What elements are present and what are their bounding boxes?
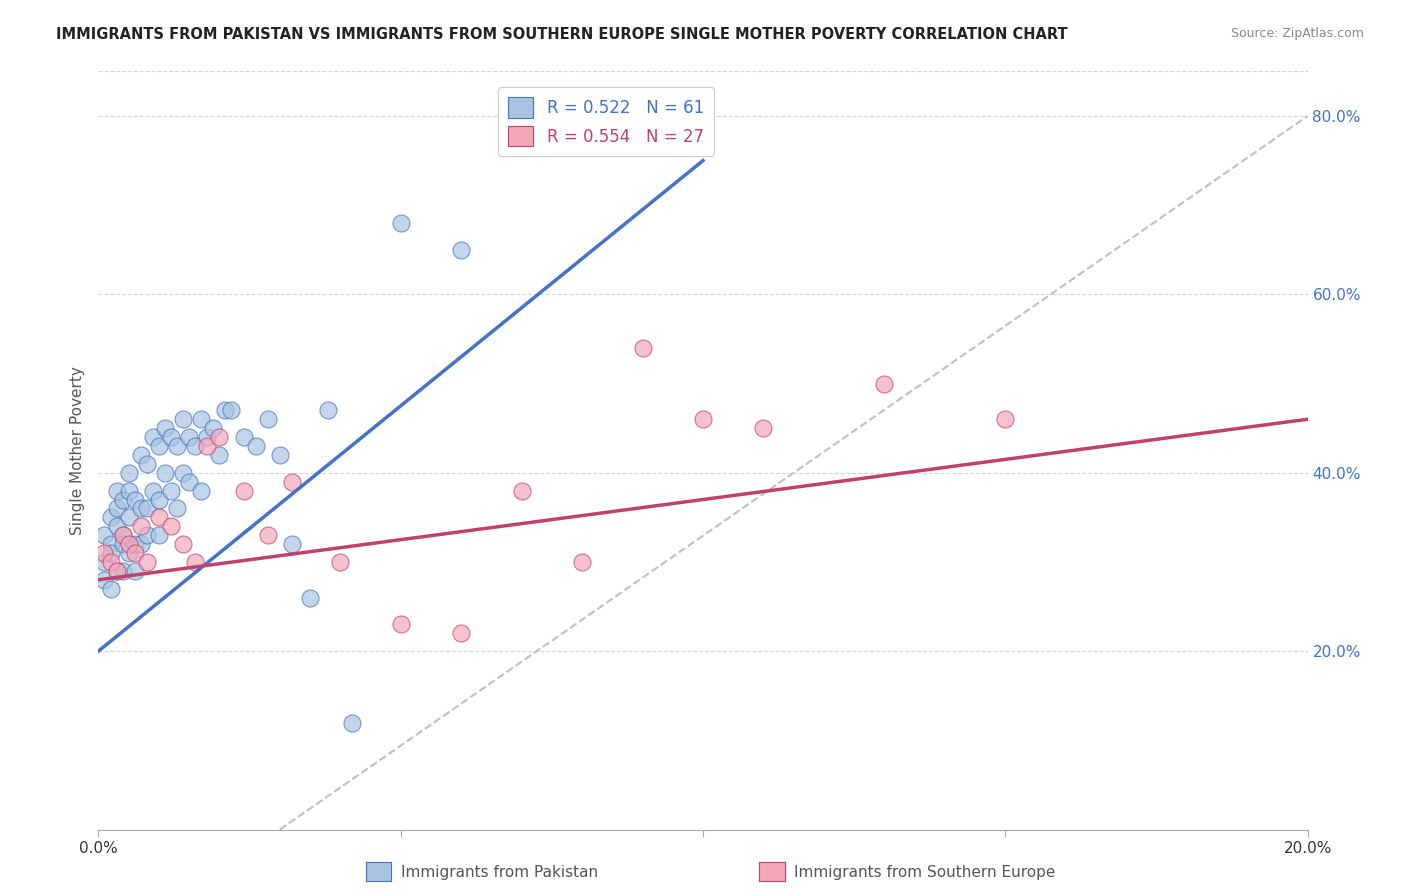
Point bbox=[111, 564, 134, 578]
Point bbox=[93, 546, 115, 560]
Point bbox=[179, 475, 201, 489]
Point bbox=[450, 626, 472, 640]
Point bbox=[208, 430, 231, 444]
Legend: R = 0.522   N = 61, R = 0.554   N = 27: R = 0.522 N = 61, R = 0.554 N = 27 bbox=[499, 87, 714, 156]
Point bbox=[316, 403, 339, 417]
Point bbox=[214, 403, 236, 417]
Point bbox=[172, 537, 194, 551]
Point bbox=[135, 528, 157, 542]
Point bbox=[190, 412, 212, 426]
Point bbox=[172, 466, 194, 480]
Point bbox=[256, 528, 278, 542]
Point bbox=[160, 483, 183, 498]
Point bbox=[148, 510, 170, 524]
Point bbox=[389, 216, 412, 230]
Point bbox=[111, 528, 134, 542]
Point bbox=[111, 492, 134, 507]
Point bbox=[166, 439, 188, 453]
Point bbox=[124, 546, 146, 560]
Point bbox=[153, 466, 176, 480]
Point bbox=[281, 537, 304, 551]
Point bbox=[184, 439, 207, 453]
Point bbox=[329, 555, 352, 569]
Point bbox=[692, 412, 714, 426]
Point bbox=[195, 439, 218, 453]
Point bbox=[118, 510, 141, 524]
Point bbox=[100, 582, 122, 596]
Point bbox=[245, 439, 267, 453]
Point bbox=[124, 564, 146, 578]
Point bbox=[105, 519, 128, 533]
Point bbox=[631, 341, 654, 355]
Point bbox=[124, 537, 146, 551]
Point bbox=[100, 537, 122, 551]
Point bbox=[105, 483, 128, 498]
Point bbox=[118, 537, 141, 551]
Point bbox=[124, 492, 146, 507]
Point bbox=[752, 421, 775, 435]
Point bbox=[135, 555, 157, 569]
Point bbox=[111, 528, 134, 542]
Point bbox=[148, 492, 170, 507]
Point bbox=[342, 715, 364, 730]
Point bbox=[994, 412, 1017, 426]
Point bbox=[232, 430, 254, 444]
Y-axis label: Single Mother Poverty: Single Mother Poverty bbox=[69, 366, 84, 535]
Point bbox=[148, 439, 170, 453]
Point bbox=[129, 501, 152, 516]
Point bbox=[160, 519, 183, 533]
Point bbox=[221, 403, 243, 417]
Point bbox=[571, 555, 593, 569]
Point bbox=[135, 501, 157, 516]
Point bbox=[389, 617, 412, 632]
Point bbox=[100, 510, 122, 524]
Point bbox=[873, 376, 896, 391]
Point bbox=[111, 537, 134, 551]
Point bbox=[129, 519, 152, 533]
Text: IMMIGRANTS FROM PAKISTAN VS IMMIGRANTS FROM SOUTHERN EUROPE SINGLE MOTHER POVERT: IMMIGRANTS FROM PAKISTAN VS IMMIGRANTS F… bbox=[56, 27, 1069, 42]
Point bbox=[160, 430, 183, 444]
Point bbox=[100, 546, 122, 560]
Text: Immigrants from Southern Europe: Immigrants from Southern Europe bbox=[794, 865, 1056, 880]
Point bbox=[118, 466, 141, 480]
Text: Immigrants from Pakistan: Immigrants from Pakistan bbox=[401, 865, 598, 880]
Point bbox=[135, 457, 157, 471]
Point bbox=[184, 555, 207, 569]
Text: Source: ZipAtlas.com: Source: ZipAtlas.com bbox=[1230, 27, 1364, 40]
Point bbox=[510, 483, 533, 498]
Point bbox=[129, 448, 152, 462]
Point bbox=[93, 573, 115, 587]
Point bbox=[190, 483, 212, 498]
Point bbox=[93, 555, 115, 569]
Point bbox=[118, 546, 141, 560]
Point bbox=[105, 564, 128, 578]
Point bbox=[148, 528, 170, 542]
Point bbox=[105, 501, 128, 516]
Point bbox=[105, 564, 128, 578]
Point bbox=[281, 475, 304, 489]
Point bbox=[166, 501, 188, 516]
Point bbox=[256, 412, 278, 426]
Point bbox=[269, 448, 291, 462]
Point bbox=[450, 243, 472, 257]
Point bbox=[93, 528, 115, 542]
Point bbox=[299, 591, 322, 605]
Point bbox=[142, 483, 165, 498]
Point bbox=[129, 537, 152, 551]
Point bbox=[172, 412, 194, 426]
Point bbox=[208, 448, 231, 462]
Point bbox=[100, 555, 122, 569]
Point bbox=[153, 421, 176, 435]
Point bbox=[195, 430, 218, 444]
Point bbox=[142, 430, 165, 444]
Point bbox=[202, 421, 225, 435]
Point bbox=[118, 483, 141, 498]
Point bbox=[179, 430, 201, 444]
Point bbox=[232, 483, 254, 498]
